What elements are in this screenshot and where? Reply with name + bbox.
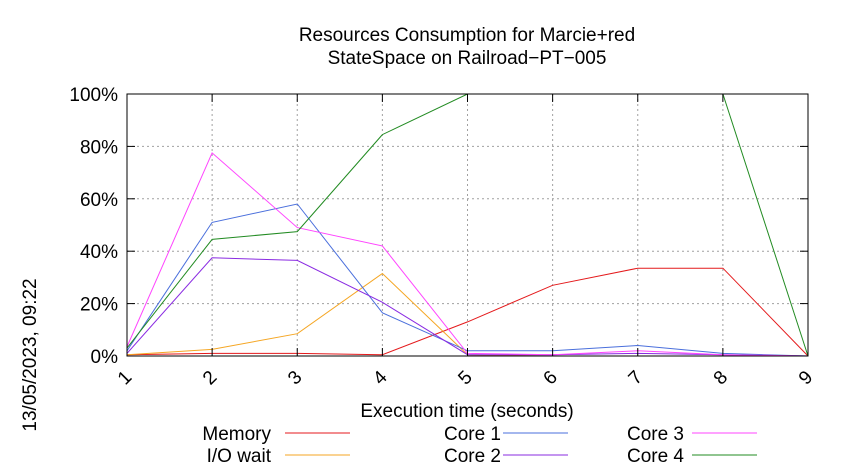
- x-tick-label: 3: [284, 367, 306, 389]
- chart-title: Resources Consumption for Marcie+redStat…: [299, 25, 635, 69]
- x-tick-labels: 1 2 3 4 5 6 7 8 9: [114, 367, 817, 390]
- x-tick-label: 7: [625, 367, 647, 389]
- legend-label-i-o-wait: I/O wait: [207, 446, 272, 467]
- timestamp-label: 13/05/2023, 09:22: [20, 278, 41, 431]
- series-line-memory: [126, 267, 809, 357]
- x-tick-label: 5: [454, 367, 476, 389]
- legend-label-core-3: Core 3: [627, 424, 684, 445]
- chart-title-line-2: StateSpace on Railroad−PT−005: [328, 48, 607, 69]
- legend-label-core-2: Core 2: [444, 446, 501, 467]
- y-tick-label: 0%: [91, 347, 119, 368]
- grid: [127, 93, 808, 356]
- series-line-core-2: [126, 257, 809, 357]
- x-axis-label: Execution time (seconds): [360, 401, 573, 422]
- x-tick-label: 9: [795, 367, 817, 389]
- y-tick-label: 60%: [80, 190, 118, 211]
- y-tick-label: 80%: [80, 137, 118, 158]
- y-tick-label: 40%: [80, 242, 118, 263]
- x-tick-label: 2: [199, 367, 221, 389]
- x-tick-label: 1: [114, 367, 136, 389]
- x-tick-label: 6: [540, 367, 562, 389]
- y-tick-label: 100%: [69, 85, 118, 106]
- y-tick-labels: 0% 20% 40% 60% 80% 100%: [69, 85, 118, 368]
- x-tick-label: 8: [710, 367, 732, 389]
- legend-label-memory: Memory: [202, 424, 271, 445]
- x-tick-label: 4: [369, 367, 392, 390]
- legend-label-core-1: Core 1: [444, 424, 501, 445]
- axes: [126, 93, 809, 357]
- chart-title-line-1: Resources Consumption for Marcie+red: [299, 25, 635, 46]
- y-tick-label: 20%: [80, 295, 118, 316]
- legend-label-core-4: Core 4: [627, 446, 684, 467]
